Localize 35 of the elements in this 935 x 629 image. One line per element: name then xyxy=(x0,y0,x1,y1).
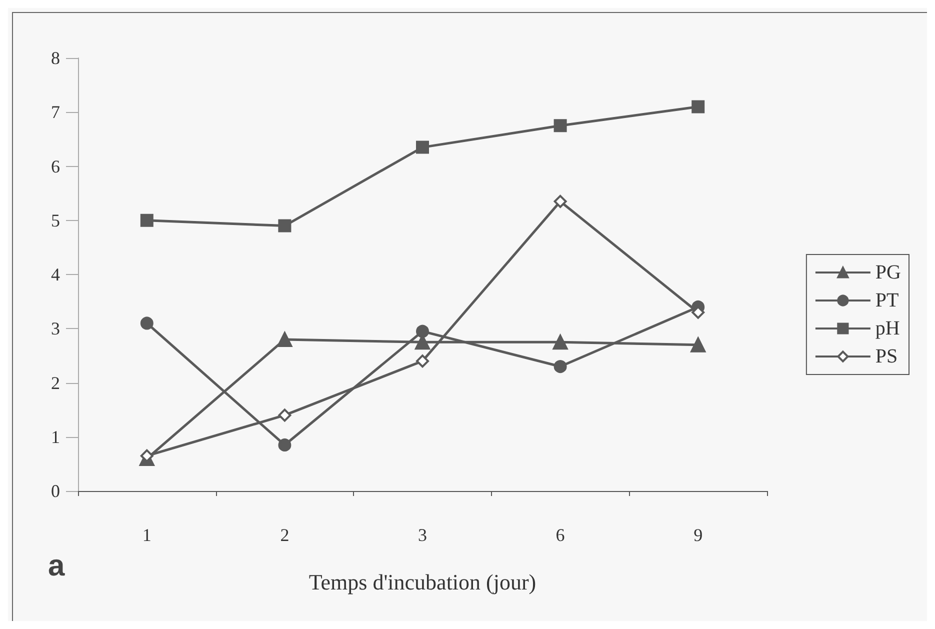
y-tick-label: 2 xyxy=(51,372,60,393)
legend-label: pH xyxy=(875,318,900,340)
legend-label: PG xyxy=(875,262,902,284)
point xyxy=(278,408,292,422)
x-axis-title: Temps d'incubation (jour) xyxy=(308,570,536,594)
point xyxy=(690,337,706,352)
y-tick-label: 7 xyxy=(51,102,60,122)
legend-label: PT xyxy=(875,290,899,312)
point xyxy=(554,360,567,374)
x-tick-label: 6 xyxy=(556,525,565,545)
text: a xyxy=(48,550,65,582)
y-tick-label: 8 xyxy=(51,48,60,68)
point xyxy=(692,100,705,114)
x-tick-label: 3 xyxy=(418,525,427,545)
point xyxy=(278,438,292,452)
y-tick-label: 4 xyxy=(51,264,60,284)
point xyxy=(140,214,154,227)
y-tick-label: 3 xyxy=(51,318,60,339)
point xyxy=(416,354,429,368)
point xyxy=(416,324,429,338)
point xyxy=(554,119,567,132)
x-tick-label: 9 xyxy=(694,525,703,545)
point xyxy=(416,140,429,154)
point xyxy=(277,332,292,347)
y-tick-label: 1 xyxy=(51,426,60,447)
point xyxy=(140,316,154,330)
x-tick-label: 2 xyxy=(280,525,290,545)
y-tick-label: 0 xyxy=(51,481,60,501)
legend-label: PS xyxy=(875,346,898,368)
point xyxy=(554,194,567,208)
y-tick-label: 5 xyxy=(51,210,60,230)
point xyxy=(552,334,568,350)
y-tick-label: 6 xyxy=(51,156,60,176)
point xyxy=(278,219,292,232)
x-tick-label: 1 xyxy=(142,525,152,545)
